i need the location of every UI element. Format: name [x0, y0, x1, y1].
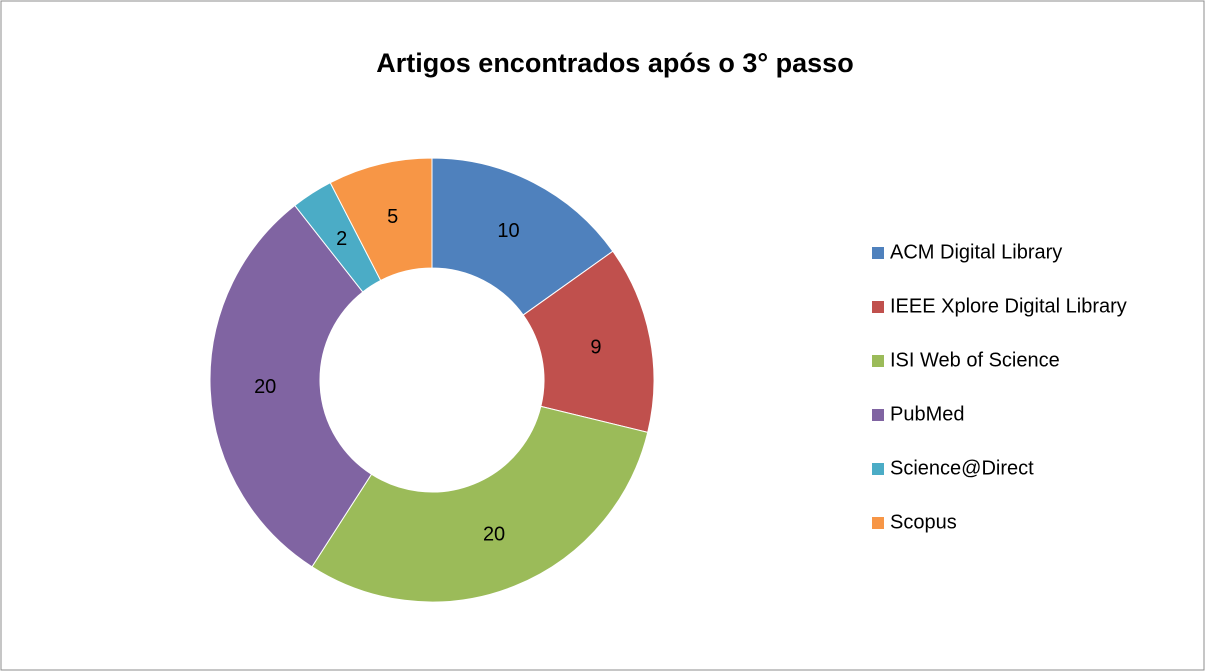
data-label: 20 — [483, 523, 505, 545]
donut-slice — [522, 250, 655, 433]
legend-swatch — [872, 409, 884, 421]
data-label: 20 — [254, 376, 276, 398]
legend-label: Scopus — [890, 511, 957, 533]
donut-slice — [431, 157, 614, 316]
legend-swatch — [872, 517, 884, 529]
data-label: 2 — [336, 228, 347, 250]
legend-label: ISI Web of Science — [890, 349, 1060, 371]
data-label: 5 — [387, 206, 398, 228]
legend-swatch — [872, 247, 884, 259]
legend-label: ACM Digital Library — [890, 241, 1062, 263]
legend-label: IEEE Xplore Digital Library — [890, 295, 1127, 317]
legend-swatch — [872, 355, 884, 367]
data-label: 9 — [590, 337, 601, 359]
data-label: 10 — [497, 220, 519, 242]
chart-title: Artigos encontrados após o 3° passo — [376, 48, 853, 78]
legend-label: Science@Direct — [890, 457, 1034, 479]
legend-swatch — [872, 301, 884, 313]
donut-slice — [311, 405, 649, 603]
donut-slice — [209, 204, 373, 568]
legend-swatch — [872, 463, 884, 475]
donut-slice — [329, 157, 433, 282]
legend-label: PubMed — [890, 403, 965, 425]
